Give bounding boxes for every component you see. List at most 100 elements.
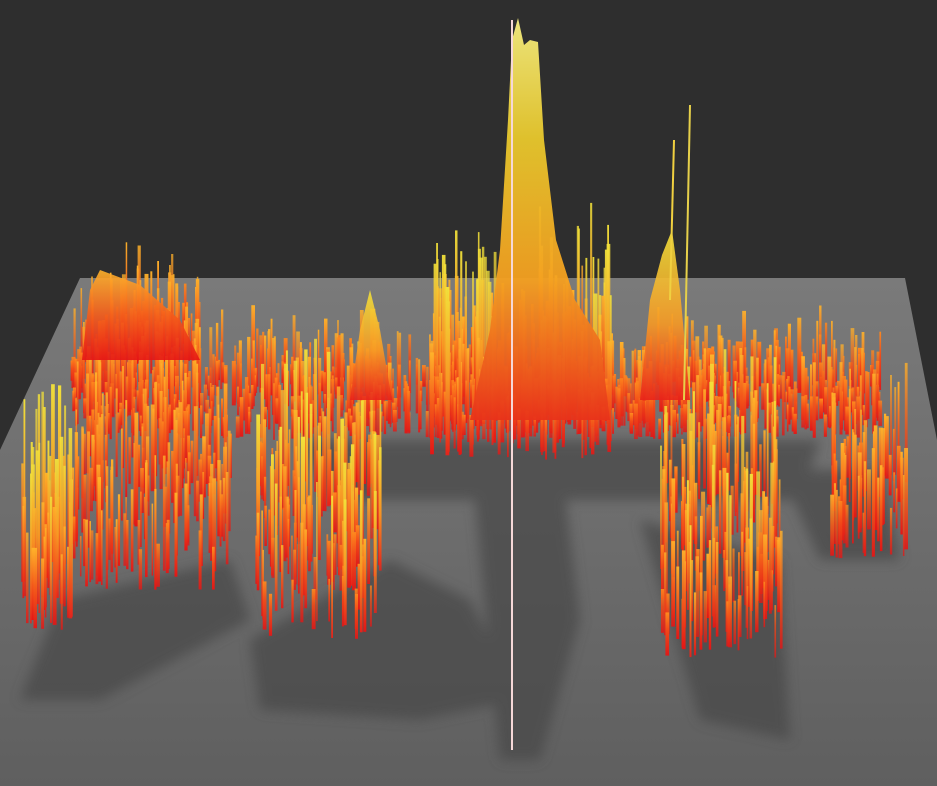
spike bbox=[63, 526, 66, 607]
spike bbox=[727, 339, 731, 387]
spike bbox=[775, 536, 778, 587]
spike bbox=[42, 407, 46, 568]
spike bbox=[47, 512, 50, 588]
spike bbox=[346, 365, 350, 428]
spike bbox=[114, 527, 117, 568]
spike bbox=[272, 338, 276, 415]
spike bbox=[122, 366, 124, 469]
spike bbox=[342, 520, 344, 607]
spike bbox=[79, 536, 82, 577]
spike bbox=[264, 335, 267, 400]
spike bbox=[722, 467, 727, 558]
spike bbox=[292, 315, 296, 387]
spike bbox=[328, 578, 330, 622]
spike bbox=[21, 463, 24, 582]
spike bbox=[331, 345, 335, 383]
spike bbox=[327, 540, 331, 585]
spike bbox=[757, 341, 762, 387]
spike bbox=[708, 540, 712, 650]
spike bbox=[139, 415, 142, 437]
spike bbox=[154, 488, 157, 590]
spike bbox=[244, 377, 249, 434]
spike bbox=[759, 510, 763, 603]
spike bbox=[320, 408, 323, 432]
spike bbox=[331, 375, 334, 432]
spike bbox=[736, 424, 739, 533]
spike bbox=[60, 554, 63, 630]
spike bbox=[279, 496, 282, 572]
spike bbox=[612, 375, 615, 412]
spike bbox=[443, 391, 447, 435]
spike bbox=[695, 336, 700, 413]
spike bbox=[268, 374, 271, 430]
spike bbox=[215, 360, 219, 396]
spike bbox=[689, 525, 692, 658]
spike bbox=[133, 351, 136, 400]
spike bbox=[208, 408, 212, 458]
spike bbox=[184, 483, 188, 551]
spike bbox=[255, 535, 257, 584]
spike bbox=[338, 436, 341, 576]
spike bbox=[750, 356, 754, 496]
spike bbox=[44, 528, 47, 618]
spike bbox=[382, 384, 385, 417]
spike bbox=[301, 361, 305, 424]
spike bbox=[227, 430, 231, 532]
spike bbox=[674, 466, 678, 513]
spike bbox=[377, 395, 380, 437]
spike bbox=[221, 362, 225, 383]
spike bbox=[833, 483, 836, 544]
spike bbox=[545, 419, 547, 460]
spike bbox=[676, 530, 679, 594]
spike bbox=[200, 405, 203, 438]
spike bbox=[693, 592, 697, 656]
spike bbox=[126, 520, 129, 570]
spike bbox=[764, 359, 767, 429]
spike bbox=[350, 444, 355, 586]
spike bbox=[778, 375, 783, 399]
spike bbox=[775, 416, 779, 437]
spike bbox=[131, 347, 134, 458]
spike bbox=[117, 412, 120, 433]
spike bbox=[190, 313, 193, 358]
spike bbox=[619, 378, 624, 426]
spike bbox=[658, 418, 662, 440]
spike bbox=[366, 442, 370, 496]
spike bbox=[67, 546, 70, 618]
spike bbox=[75, 432, 78, 547]
spike bbox=[737, 599, 740, 651]
needle bbox=[669, 139, 675, 301]
spike bbox=[716, 409, 720, 495]
spike bbox=[695, 556, 699, 637]
spike bbox=[683, 404, 687, 433]
spike bbox=[170, 353, 174, 430]
spike bbox=[904, 448, 908, 550]
spike bbox=[82, 474, 87, 523]
spike bbox=[330, 371, 332, 401]
spike bbox=[281, 361, 284, 383]
spike bbox=[41, 391, 44, 571]
spike bbox=[761, 383, 765, 410]
spike bbox=[297, 395, 301, 434]
spike bbox=[278, 384, 282, 437]
spike bbox=[323, 372, 326, 403]
spike bbox=[251, 385, 254, 409]
spike bbox=[379, 447, 382, 571]
spike bbox=[452, 385, 454, 432]
spike bbox=[95, 381, 98, 502]
spike bbox=[318, 435, 321, 560]
spike bbox=[767, 357, 770, 416]
spike bbox=[664, 366, 667, 438]
shadow bbox=[470, 450, 580, 760]
spike bbox=[385, 400, 389, 421]
spike bbox=[801, 396, 805, 428]
spike bbox=[839, 362, 843, 435]
spike bbox=[857, 452, 862, 533]
spike bbox=[415, 357, 419, 414]
spike bbox=[634, 349, 637, 407]
spike bbox=[831, 401, 834, 511]
spike bbox=[878, 400, 883, 426]
spike bbox=[814, 396, 819, 421]
spike bbox=[236, 352, 241, 404]
spike bbox=[736, 371, 739, 407]
